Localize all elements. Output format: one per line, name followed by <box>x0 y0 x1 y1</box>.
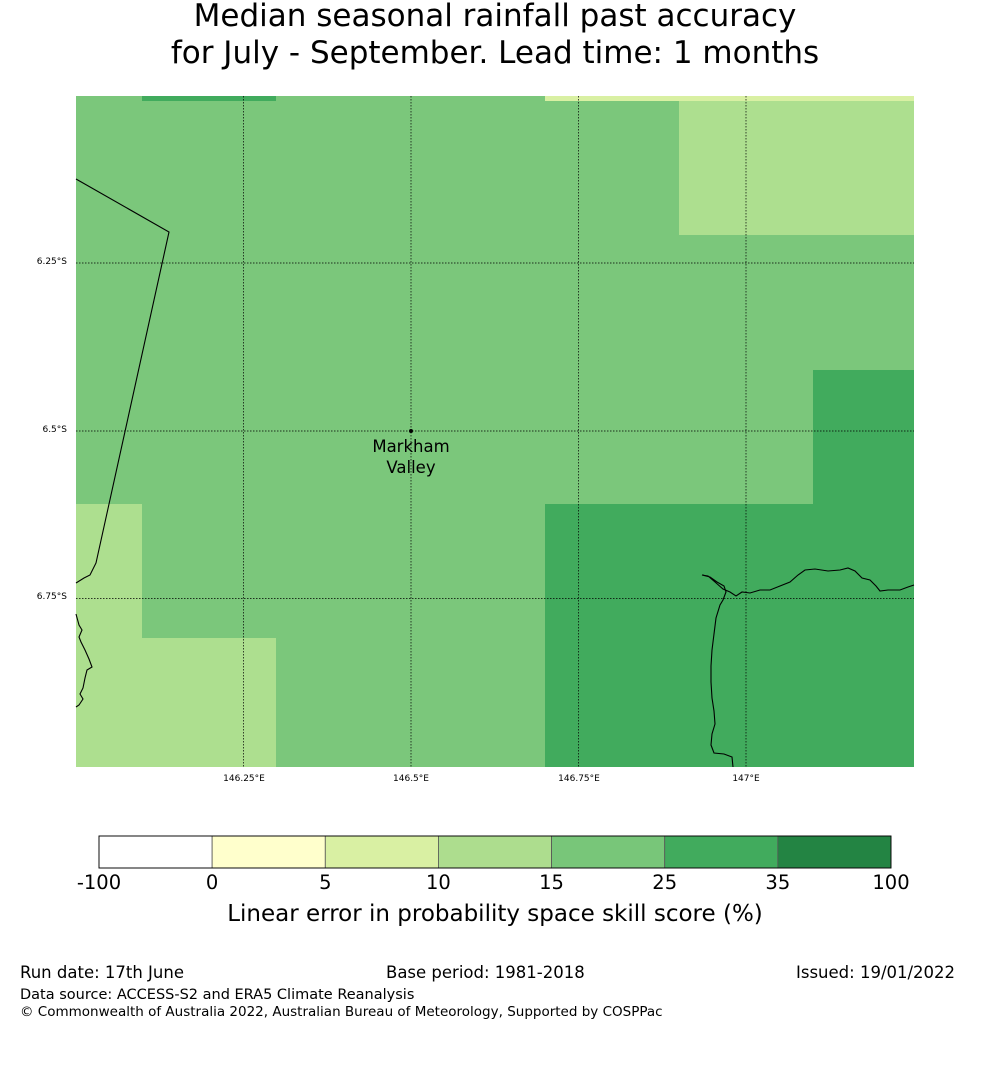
lon-label-146-25: 146.25°E <box>223 774 265 784</box>
colorbar <box>98 835 892 869</box>
colorbar-outline <box>98 835 892 869</box>
colorbar-box-2 <box>324 835 439 869</box>
run-date: Run date: 17th June <box>20 963 184 982</box>
issued-date: Issued: 19/01/2022 <box>796 963 956 982</box>
colorbar-tick-label: 15 <box>539 871 564 894</box>
coastline-west <box>75 613 93 708</box>
skill-cell-west <box>76 504 142 767</box>
colorbar-tick-label: 100 <box>872 871 910 894</box>
colorbar-box-1 <box>211 835 326 869</box>
lon-label-147: 147°E <box>732 774 760 784</box>
colorbar-box-3 <box>438 835 552 869</box>
colorbar-box-5 <box>664 835 779 869</box>
lon-label-146-5: 146.5°E <box>393 774 429 784</box>
colorbar-box-0 <box>98 835 213 869</box>
skill-cell-east <box>813 370 914 504</box>
data-source: Data source: ACCESS-S2 and ERA5 Climate … <box>20 987 415 1003</box>
place-label-line2: Valley <box>386 458 436 477</box>
markham-valley-marker <box>409 429 413 433</box>
lat-label-6-25: 6.25°S <box>36 257 67 267</box>
copyright: © Commonwealth of Australia 2022, Austra… <box>20 1004 663 1020</box>
lat-label-6-5: 6.5°S <box>42 425 67 435</box>
skill-cell-top-strip <box>142 96 276 101</box>
coastline-huon-gulf <box>701 567 915 768</box>
colorbar-box-4 <box>551 835 666 869</box>
colorbar-tick-label: 5 <box>319 871 332 894</box>
skill-cell-top-north-b <box>679 96 914 101</box>
colorbar-tick-label: 35 <box>765 871 791 894</box>
map-title-line1: Median seasonal rainfall past accuracy <box>193 0 797 34</box>
place-label-line1: Markham <box>372 437 450 456</box>
lat-label-6-75: 6.75°S <box>36 592 67 602</box>
colorbar-tick-label: 0 <box>205 871 219 894</box>
skill-cell-southwest <box>142 638 276 767</box>
lon-label-146-75: 146.75°E <box>558 774 600 784</box>
colorbar-title: Linear error in probability space skill … <box>227 901 763 927</box>
colorbar-tick-label: 10 <box>426 871 451 894</box>
skill-cell-top-north-a <box>545 96 679 101</box>
base-period: Base period: 1981-2018 <box>386 963 585 982</box>
colorbar-tick-label: -100 <box>76 871 122 894</box>
colorbar-tick-label: 25 <box>652 871 678 894</box>
colorbar-box-6 <box>777 835 892 869</box>
skill-cell-southeast <box>545 504 914 767</box>
province-boundary <box>75 178 170 584</box>
map-title-line2: for July - September. Lead time: 1 month… <box>170 35 820 71</box>
skill-cell-northeast <box>679 96 914 235</box>
graticule <box>76 96 914 767</box>
